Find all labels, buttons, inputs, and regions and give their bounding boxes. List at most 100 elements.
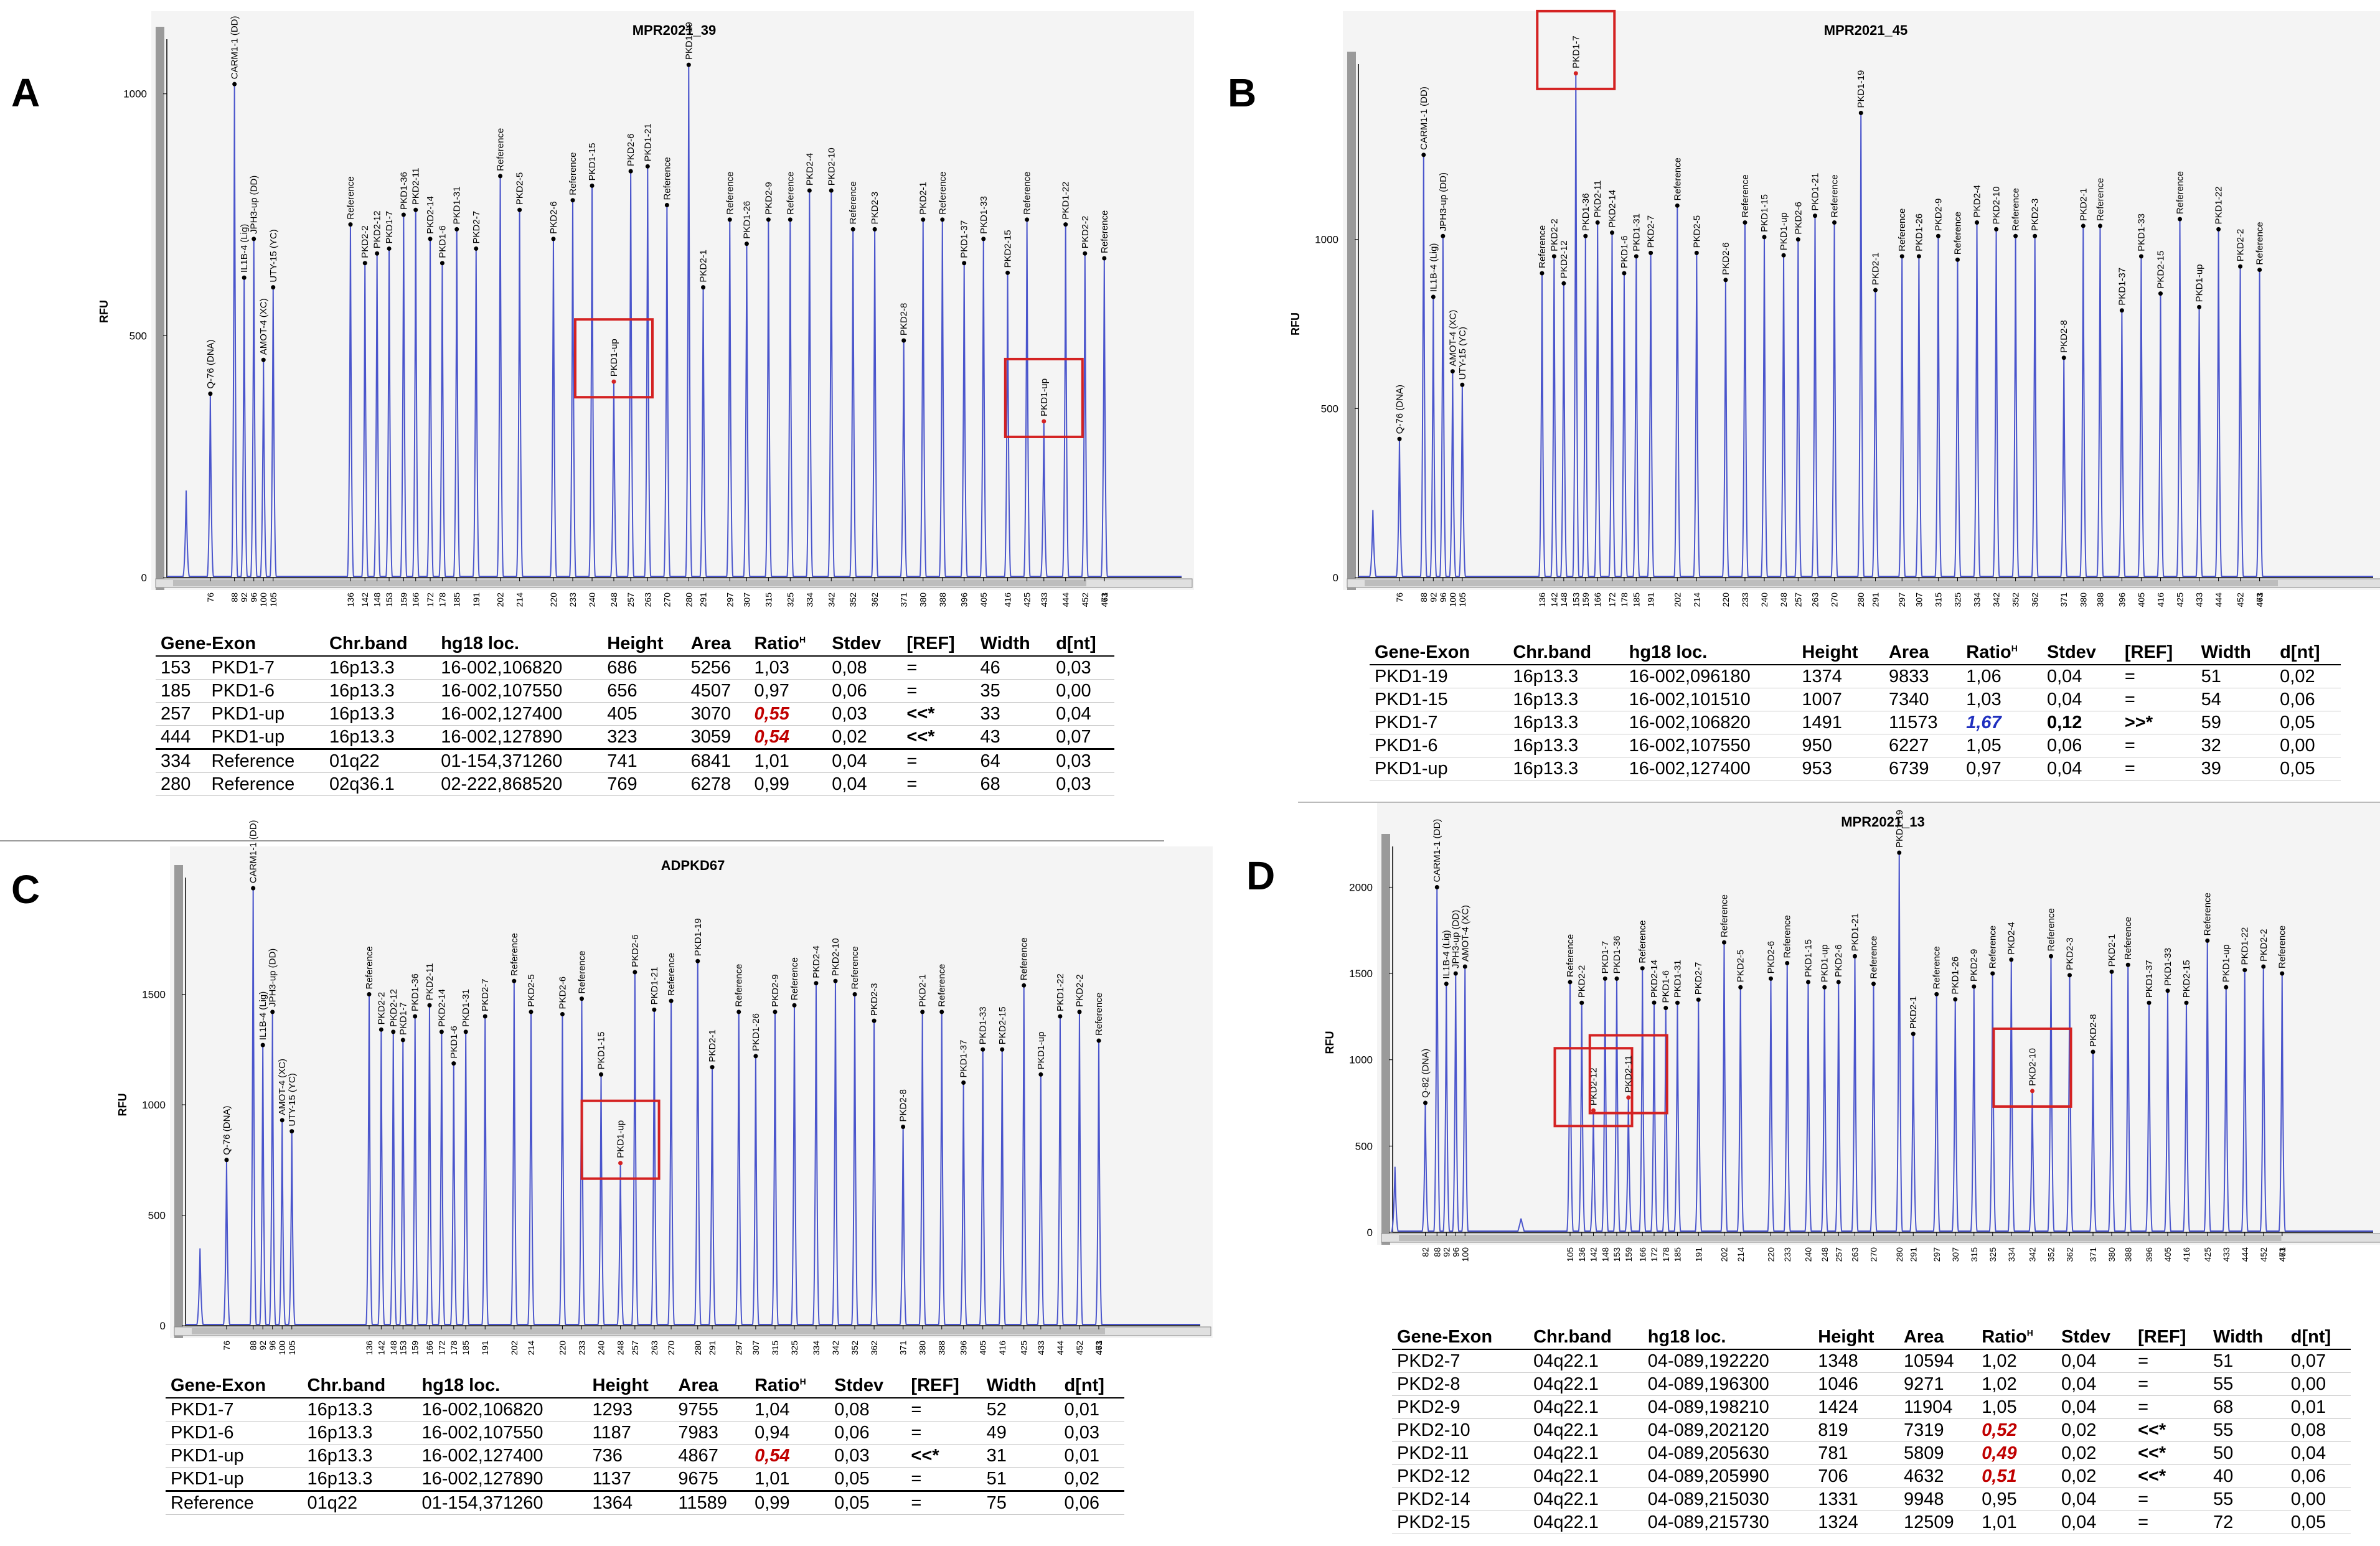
cell-probe: 334 — [156, 749, 207, 773]
peak-label: UTY-15 (YC) — [1457, 327, 1468, 380]
x-tick-label: 185 — [1673, 1247, 1683, 1262]
cell-height: 323 — [602, 725, 686, 750]
cell-area: 6278 — [685, 772, 750, 796]
x-tick-label: 148 — [1559, 593, 1569, 607]
cell-band: 16p13.3 — [1508, 711, 1624, 734]
peak-marker — [1431, 294, 1436, 299]
cell-height: 1424 — [1813, 1395, 1899, 1419]
x-tick-label: 214 — [526, 1341, 536, 1356]
cell-ref: <<* — [901, 702, 976, 726]
cell-gene: PKD2-12 — [1392, 1464, 1529, 1488]
cell-band: 04q22.1 — [1528, 1464, 1643, 1488]
peak-marker — [1743, 220, 1747, 225]
peak-label: IL1B-4 (Lig) — [239, 224, 250, 273]
cell-loc: 16-002,127400 — [1624, 757, 1797, 780]
cell-gene: PKD1-7 — [166, 1398, 303, 1422]
results-table-b: Gene-Exon Chr.band hg18 loc. Height Area… — [1370, 641, 2341, 780]
cell-band: 01q22 — [324, 749, 436, 773]
x-tick-label: 148 — [388, 1341, 398, 1356]
cell-ratio: 0,97 — [1961, 757, 2042, 780]
peak-marker — [2033, 233, 2038, 238]
x-tick-label: 92 — [1428, 593, 1438, 602]
peak-label: PKD1-37 — [959, 1040, 969, 1078]
col-ref: [REF] — [901, 632, 976, 657]
x-tick-label: 315 — [763, 593, 773, 607]
cell-dnt: 0,07 — [1051, 725, 1114, 750]
col-ref: [REF] — [2133, 1326, 2208, 1350]
cell-dnt: 0,03 — [1051, 656, 1114, 680]
col-height: Height — [587, 1374, 674, 1398]
peak-label: PKD1-26 — [751, 1013, 761, 1051]
col-ratio-label: Ratio — [1966, 642, 2011, 662]
x-scrollbar-thumb — [192, 1328, 1105, 1334]
peak-marker — [872, 227, 877, 232]
cell-width: 46 — [975, 656, 1051, 680]
x-tick-label: 220 — [1721, 593, 1731, 607]
cell-stdev: 0,06 — [2041, 734, 2120, 757]
x-tick-label: 297 — [725, 593, 735, 607]
cell-band: 16p13.3 — [324, 702, 436, 726]
peak-label: PKD2-3 — [869, 983, 880, 1016]
peak-marker — [1694, 250, 1699, 255]
y-tick-label: 1500 — [142, 989, 166, 1001]
cell-loc: 16-002,107550 — [1624, 734, 1797, 757]
cell-area: 7319 — [1898, 1418, 1977, 1442]
y-tick-label: 2000 — [1349, 881, 1373, 893]
peak-marker — [611, 379, 616, 384]
peak-marker — [1591, 1108, 1596, 1113]
x-tick-label: 257 — [1833, 1247, 1843, 1262]
x-tick-label: 142 — [376, 1341, 386, 1356]
peak-marker — [766, 217, 771, 222]
peak-marker — [1038, 1072, 1043, 1077]
col-ratio: RatioH — [750, 1374, 830, 1398]
peak-marker — [1832, 220, 1837, 225]
table-header-row: Gene-Exon Chr.band hg18 loc. Height Area… — [1370, 641, 2341, 665]
cell-ref: <<* — [901, 725, 976, 750]
peak-label: PKD1-37 — [2144, 960, 2155, 998]
results-table-a: Gene-Exon Chr.band hg18 loc. Height Area… — [156, 632, 1114, 796]
peak-marker — [1822, 985, 1827, 990]
chart-title: MPR2021_45 — [1824, 22, 1908, 38]
peak-label: PKD1-33 — [979, 196, 989, 234]
peak-label: PKD2-9 — [1969, 949, 1980, 982]
peak-marker — [1871, 981, 1876, 986]
cell-height: 1007 — [1797, 688, 1884, 711]
cell-ref: = — [2133, 1372, 2208, 1396]
peak-marker — [940, 217, 945, 222]
x-tick-label: 334 — [1972, 593, 1982, 607]
cell-area: 11573 — [1883, 711, 1962, 734]
peak-marker — [1083, 251, 1088, 256]
table-row: PKD1-up 16p13.3 16-002,127400 953 6739 0,97 0,… — [1370, 757, 2341, 780]
peak-label: Reference — [666, 953, 677, 996]
peak-label: PKD1-up — [1039, 378, 1050, 416]
cell-height: 706 — [1813, 1464, 1899, 1488]
peak-marker — [252, 237, 256, 241]
cell-ratio: 0,97 — [749, 679, 827, 703]
cell-dnt: 0,05 — [2275, 711, 2341, 734]
peak-label: PKD2-1 — [918, 182, 929, 215]
cell-ratio: 1,05 — [1961, 734, 2042, 757]
peak-label: Reference — [1094, 993, 1104, 1036]
peak-marker — [280, 1118, 285, 1123]
cell-band: 16p13.3 — [1508, 757, 1624, 780]
peak-label: PKD1-33 — [978, 1006, 989, 1044]
cell-band: 16p13.3 — [302, 1444, 417, 1468]
cell-height: 819 — [1813, 1418, 1899, 1442]
cell-band: 01q22 — [302, 1491, 417, 1515]
table-header-row: Gene-Exon Chr.band hg18 loc. Height Area… — [156, 632, 1114, 657]
cell-stdev: 0,04 — [2041, 665, 2120, 688]
peak-marker — [2125, 962, 2130, 967]
peak-label: Reference — [789, 957, 800, 1000]
cell-loc: 16-002,106820 — [416, 1398, 588, 1422]
x-tick-label: 166 — [1592, 593, 1602, 607]
peak-marker — [1573, 71, 1578, 76]
cell-gene: PKD2-11 — [1392, 1441, 1529, 1465]
x-tick-label: 166 — [425, 1341, 435, 1356]
x-tick-label: 371 — [898, 1341, 908, 1356]
cell-height: 1324 — [1813, 1511, 1899, 1534]
x-tick-label: 153 — [398, 1341, 408, 1356]
x-tick-label: 405 — [2136, 593, 2146, 607]
peak-label: PKD2-8 — [2059, 320, 2069, 353]
col-height: Height — [602, 632, 686, 657]
x-tick-label: 153 — [1571, 593, 1581, 607]
